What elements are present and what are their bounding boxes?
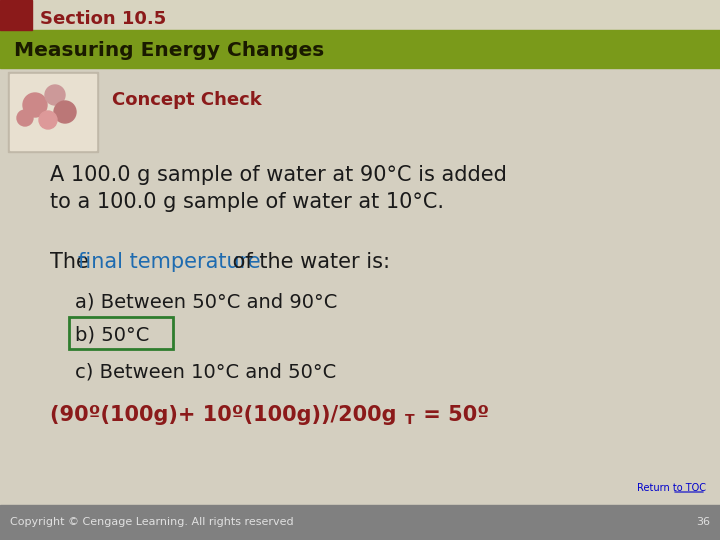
Circle shape	[17, 110, 33, 126]
Circle shape	[45, 85, 65, 105]
Text: 36: 36	[696, 517, 710, 527]
Text: c) Between 10°C and 50°C: c) Between 10°C and 50°C	[75, 362, 336, 381]
Bar	[0, 30, 720, 68]
Text: final temperature: final temperature	[78, 252, 261, 272]
Text: Concept Check: Concept Check	[112, 91, 262, 109]
Text: Measuring Energy Changes: Measuring Energy Changes	[14, 42, 324, 60]
Circle shape	[54, 101, 76, 123]
Circle shape	[39, 111, 57, 129]
Text: (90º(100g)+ 10º(100g))/200g: (90º(100g)+ 10º(100g))/200g	[50, 405, 397, 425]
Text: The: The	[50, 252, 96, 272]
Bar	[0, 0, 720, 30]
Text: a) Between 50°C and 90°C: a) Between 50°C and 90°C	[75, 293, 338, 312]
Circle shape	[23, 93, 47, 117]
Text: T: T	[405, 413, 415, 427]
Bar	[10, 74, 96, 150]
Text: b) 50°C: b) 50°C	[75, 326, 149, 345]
Text: = 50º: = 50º	[416, 405, 489, 425]
Text: to a 100.0 g sample of water at 10°C.: to a 100.0 g sample of water at 10°C.	[50, 192, 444, 212]
Text: A 100.0 g sample of water at 90°C is added: A 100.0 g sample of water at 90°C is add…	[50, 165, 507, 185]
Text: Return to TOC: Return to TOC	[637, 483, 706, 493]
Text: of the water is:: of the water is:	[226, 252, 390, 272]
Bar	[0, 0, 32, 30]
Bar	[0, 505, 720, 540]
Bar	[8, 72, 98, 152]
Text: Section 10.5: Section 10.5	[40, 10, 166, 28]
Text: Copyright © Cengage Learning. All rights reserved: Copyright © Cengage Learning. All rights…	[10, 517, 294, 527]
